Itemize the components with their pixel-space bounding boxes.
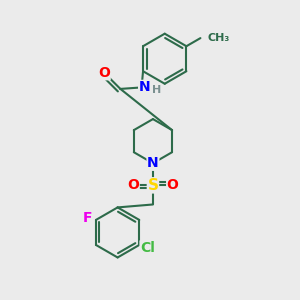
Text: S: S bbox=[147, 178, 158, 193]
Text: N: N bbox=[147, 156, 159, 170]
Text: O: O bbox=[167, 178, 178, 192]
Text: F: F bbox=[83, 212, 92, 226]
Text: H: H bbox=[152, 85, 161, 95]
Text: O: O bbox=[127, 178, 139, 192]
Text: O: O bbox=[98, 66, 110, 80]
Text: Cl: Cl bbox=[140, 241, 155, 255]
Text: CH₃: CH₃ bbox=[208, 33, 230, 43]
Text: N: N bbox=[139, 80, 150, 94]
